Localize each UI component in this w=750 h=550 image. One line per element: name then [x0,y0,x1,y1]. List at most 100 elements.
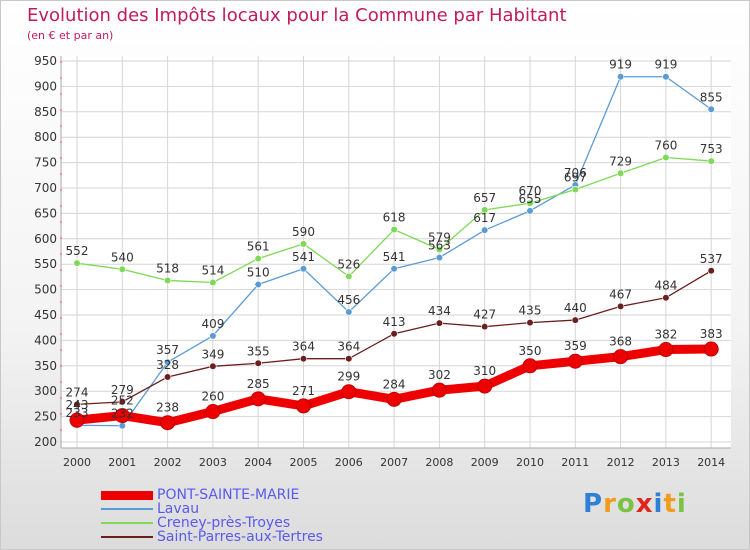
data-point [658,342,674,358]
data-point [431,382,447,398]
data-label: 526 [337,257,360,271]
data-point [73,259,81,267]
logo-letter: x [635,489,654,519]
data-label: 541 [383,250,406,264]
legend-label: Lavau [157,501,200,517]
data-label: 657 [473,191,496,205]
legend-swatch [101,536,153,538]
x-tick-label: 2006 [335,456,363,469]
x-tick-label: 2007 [380,456,408,469]
x-tick-label: 2010 [516,456,544,469]
y-tick-label: 750 [34,156,57,170]
data-point [386,391,402,407]
proxiti-logo: Proxiti [583,489,687,519]
y-tick-label: 850 [34,105,57,119]
data-label: 233 [66,406,89,420]
data-label: 753 [700,142,723,156]
data-point [435,245,444,254]
legend-label: PONT-SAINTE-MARIE [157,487,300,503]
x-tick-label: 2000 [63,456,91,469]
data-point [254,280,262,289]
x-tick-label: 2011 [561,456,589,469]
data-point [299,240,308,248]
data-point [345,355,353,363]
data-point [254,359,262,367]
data-point [435,319,444,327]
data-point [164,373,172,381]
y-tick-label: 250 [34,410,57,424]
data-point [209,362,217,370]
data-point [567,353,583,369]
data-point [345,272,353,280]
y-tick-label: 650 [34,206,57,220]
data-point [571,185,579,194]
data-label: 670 [519,184,542,198]
data-point [707,105,715,113]
x-tick-label: 2004 [244,456,272,469]
y-tick-label: 200 [34,435,57,449]
data-label: 252 [111,394,134,408]
data-label: 359 [564,339,587,353]
data-point [662,294,670,302]
data-point [209,332,217,340]
data-point [299,355,308,363]
data-label: 355 [247,344,270,358]
data-point [73,400,81,409]
plot-area [61,56,731,448]
chart-subtitle: (en € et par an) [27,29,114,42]
legend-item-creney-pres-troyes: Creney-près-Troyes [101,515,290,531]
data-label: 563 [428,239,451,253]
data-label: 510 [247,266,270,280]
data-label: 729 [609,154,632,168]
data-label: 514 [201,263,224,277]
data-label: 427 [473,308,496,322]
data-point [435,253,444,262]
data-point [481,226,489,234]
y-tick-label: 500 [34,283,57,297]
data-label: 260 [201,390,224,404]
data-label: 706 [564,166,587,180]
data-point [69,412,85,428]
x-tick-label: 2008 [425,456,453,469]
data-label: 655 [519,192,542,206]
x-tick-label: 2014 [697,456,725,469]
data-label: 357 [156,343,179,357]
data-point [341,384,357,400]
chart-title: Evolution des Impôts locaux pour la Comm… [27,5,567,26]
logo-letter: t [663,489,677,519]
data-label: 435 [519,304,542,318]
data-label: 238 [156,401,179,415]
data-label: 617 [473,211,496,225]
legend-swatch [101,522,153,524]
data-label: 409 [201,317,224,331]
data-point [703,341,719,357]
x-tick-label: 2009 [471,456,499,469]
data-point [662,73,670,81]
data-label: 467 [609,287,632,301]
y-tick-label: 600 [34,232,57,246]
x-tick-label: 2003 [199,456,227,469]
data-label: 284 [383,377,406,391]
y-tick-label: 900 [34,79,57,93]
data-point [522,358,538,374]
data-label: 440 [564,301,587,315]
legend-label: Saint-Parres-aux-Tertres [157,529,323,545]
data-label: 279 [111,383,134,397]
x-tick-label: 2002 [154,456,182,469]
y-tick-label: 450 [34,308,57,322]
data-point [390,226,398,234]
logo-letter: i [653,489,664,519]
data-label: 540 [111,250,134,264]
data-label: 541 [292,250,315,264]
data-label: 232 [111,407,134,421]
data-label: 350 [519,344,542,358]
legend-swatch [101,508,153,510]
data-point [164,276,172,285]
data-label: 697 [564,171,587,185]
y-tick-label: 350 [34,359,57,373]
data-label: 271 [292,384,315,398]
data-point [526,319,534,327]
data-point [662,153,670,162]
